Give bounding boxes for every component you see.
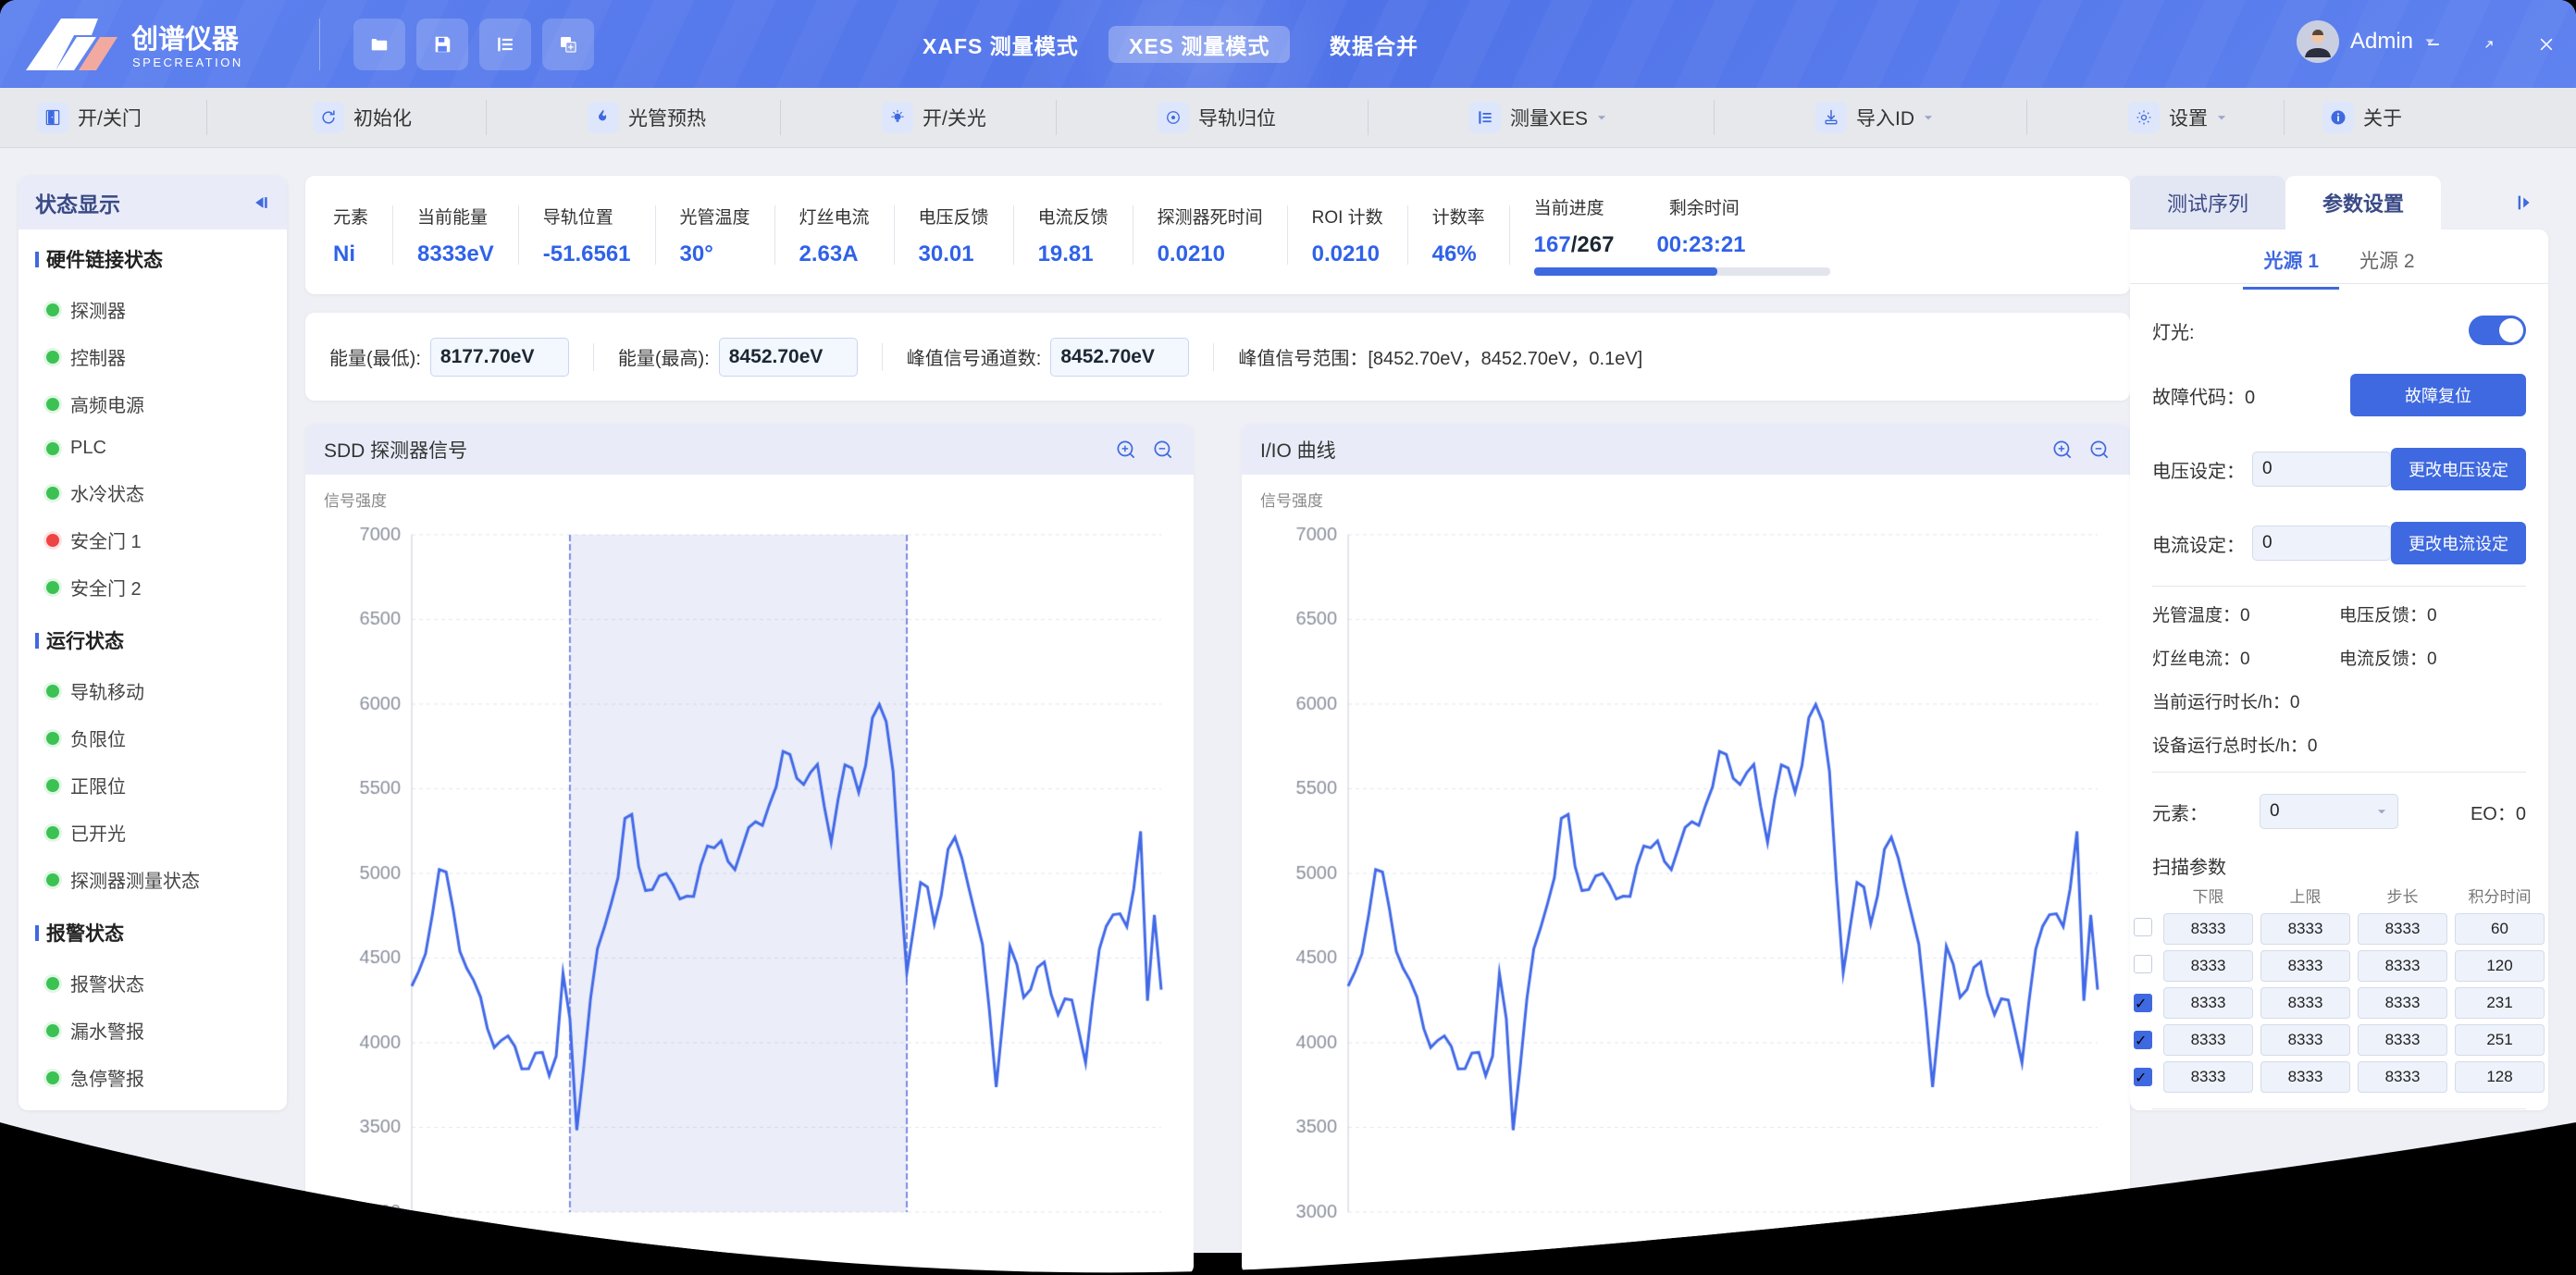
svg-text:创谱仪器: 创谱仪器: [130, 23, 240, 55]
svg-text:SPECREATION: SPECREATION: [132, 56, 243, 69]
